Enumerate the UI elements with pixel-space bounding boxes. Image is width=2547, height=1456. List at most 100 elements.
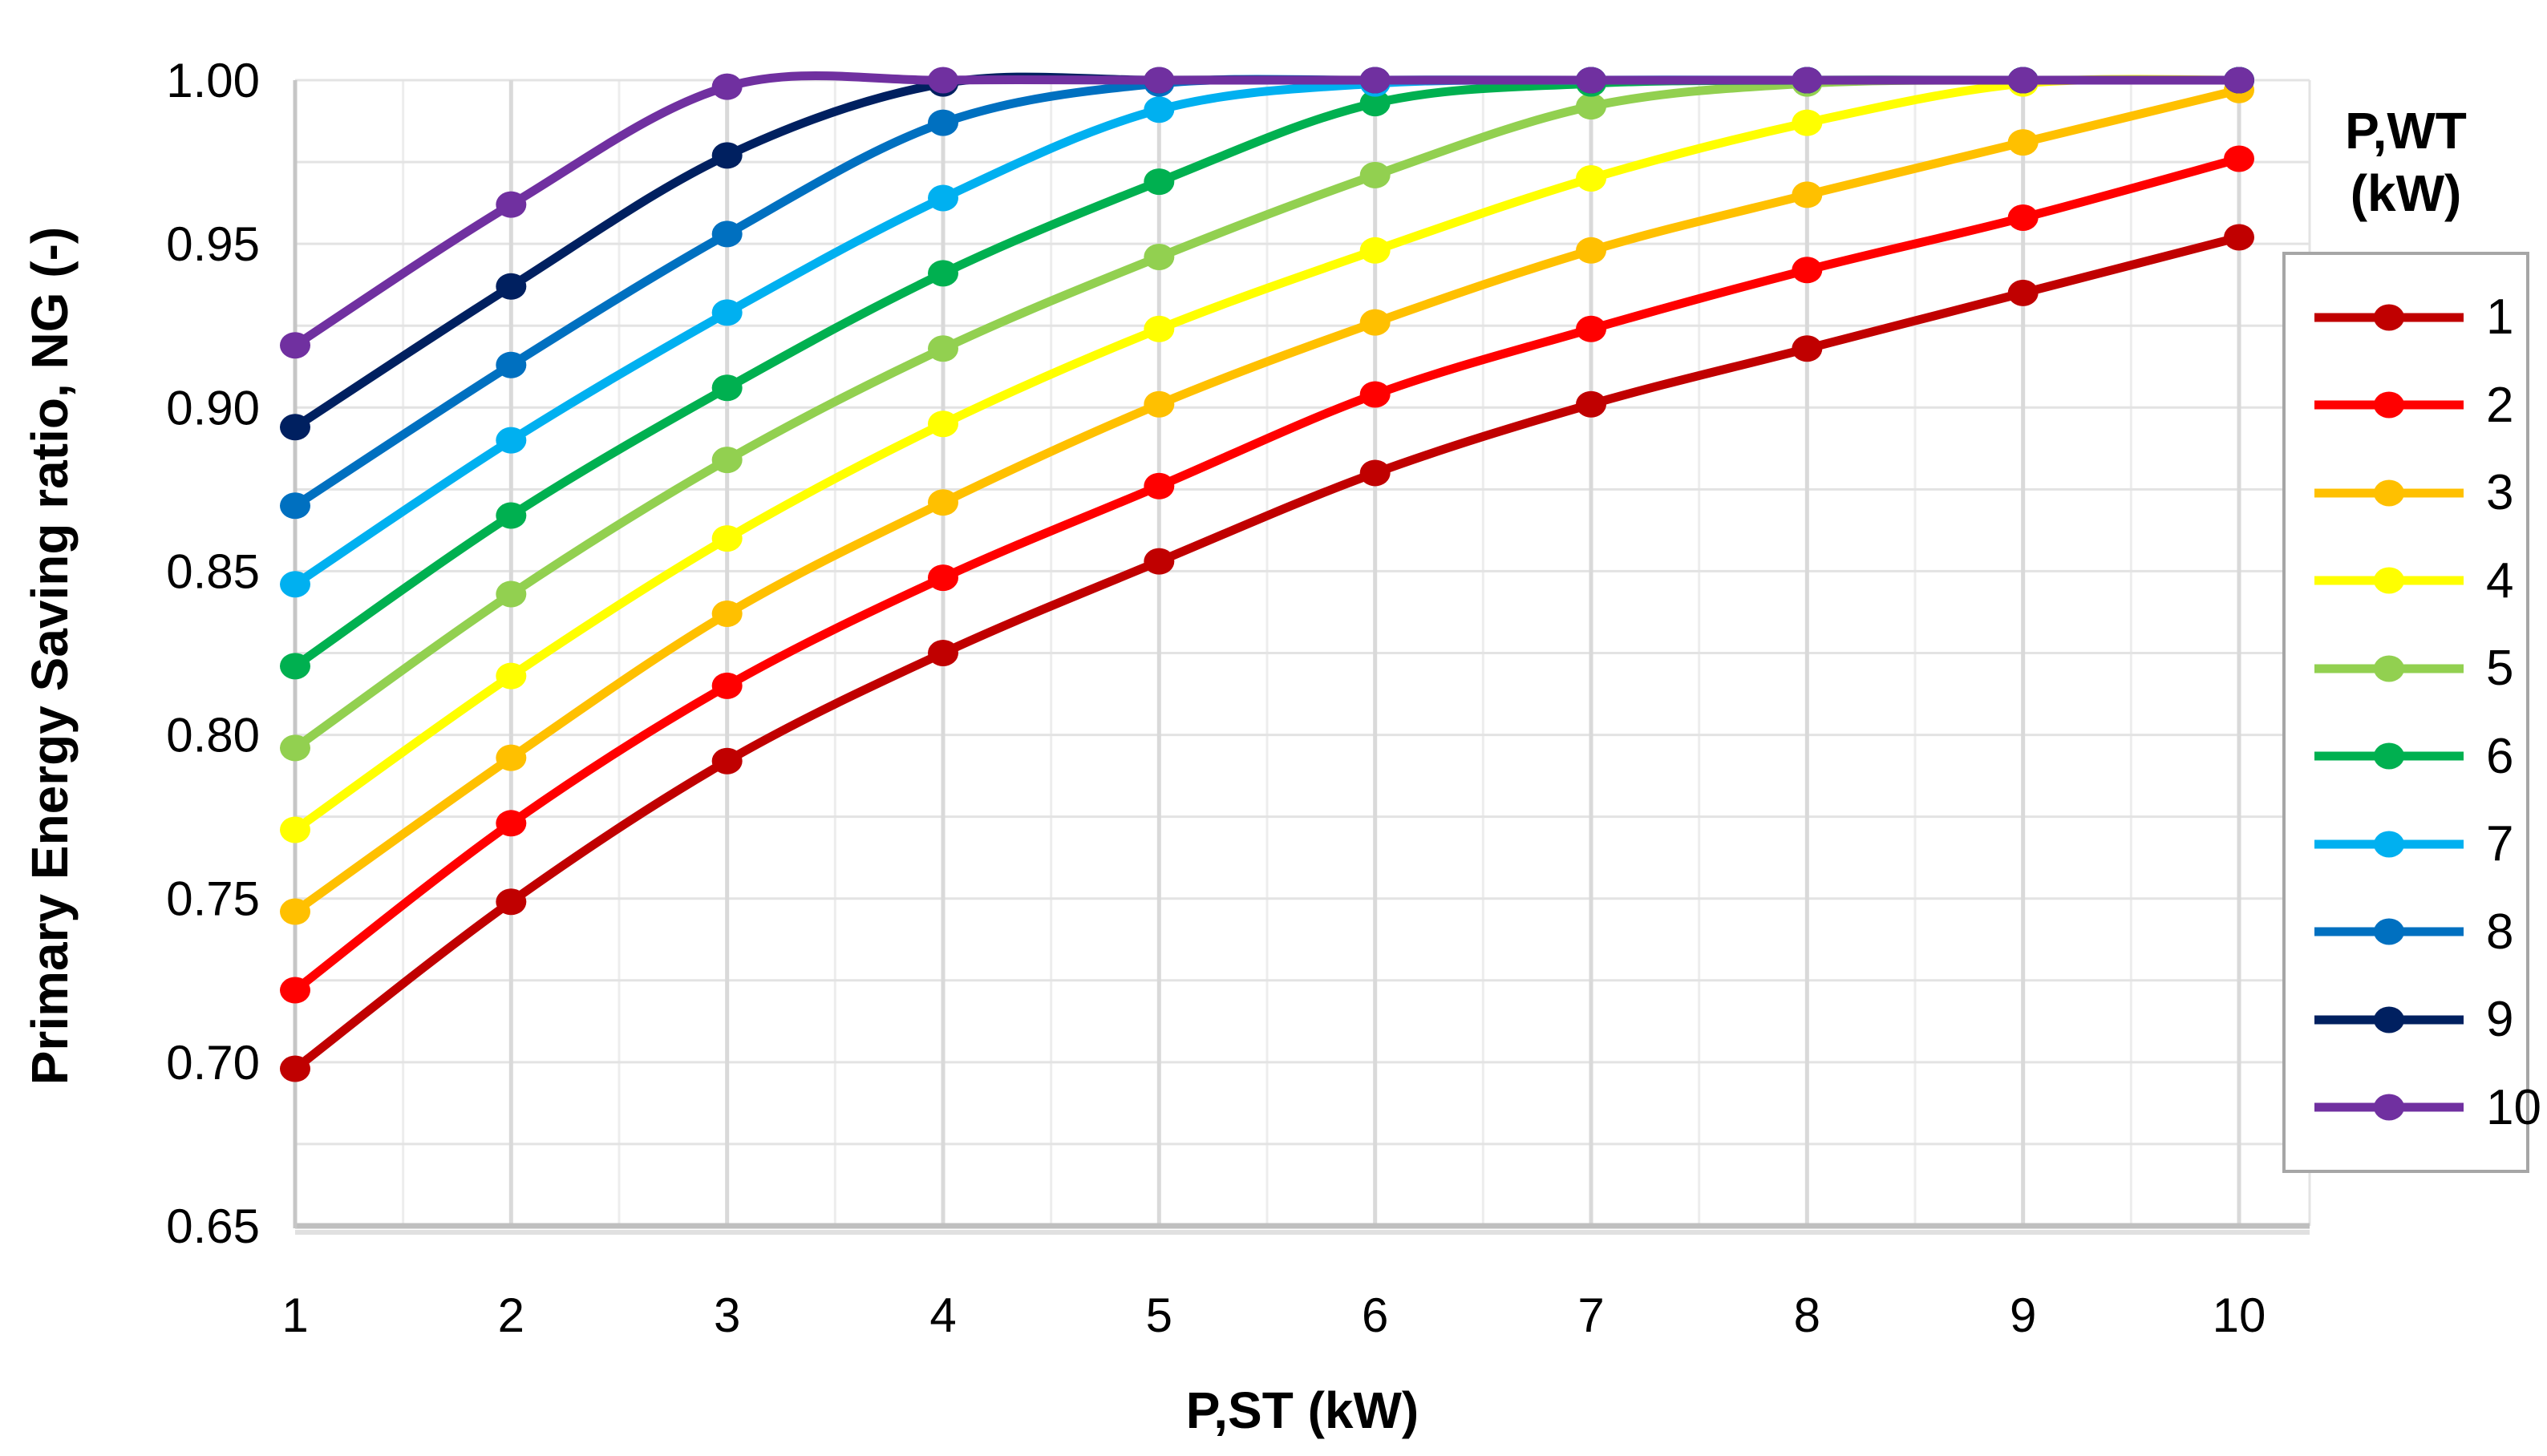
data-point-series-10 xyxy=(1144,67,1175,94)
data-point-series-4 xyxy=(496,662,527,690)
x-tick-label: 7 xyxy=(1577,1288,1604,1342)
x-tick-label: 9 xyxy=(2010,1288,2036,1342)
series-line-1 xyxy=(290,233,2244,1074)
legend-point-sample xyxy=(2374,655,2404,682)
y-tick-label: 0.95 xyxy=(166,217,260,271)
data-point-series-2 xyxy=(280,977,310,1004)
legend-point-sample xyxy=(2374,1094,2404,1121)
legend-marker-icon xyxy=(2314,655,2464,682)
data-point-series-6 xyxy=(711,374,743,402)
legend-item-9: 9 xyxy=(2286,991,2526,1048)
data-point-series-8 xyxy=(496,351,527,378)
y-tick-label: 0.85 xyxy=(166,544,260,598)
data-point-series-6 xyxy=(1359,90,1391,117)
data-point-series-5 xyxy=(496,580,527,608)
data-point-series-4 xyxy=(1359,237,1391,264)
data-point-series-9 xyxy=(711,142,743,169)
x-tick-label: 6 xyxy=(1362,1288,1388,1342)
legend-marker-icon xyxy=(2314,567,2464,594)
legend-marker-icon xyxy=(2314,918,2464,945)
data-point-series-7 xyxy=(280,571,310,598)
legend-item-label: 3 xyxy=(2486,465,2514,521)
data-point-series-5 xyxy=(280,734,310,762)
legend-point-sample xyxy=(2374,479,2404,507)
data-point-series-10 xyxy=(2007,67,2039,94)
series-line-3 xyxy=(290,85,2244,916)
data-point-series-7 xyxy=(496,427,527,454)
y-tick-label: 0.65 xyxy=(166,1199,260,1253)
y-tick-label: 0.80 xyxy=(166,709,260,762)
data-point-series-6 xyxy=(280,653,310,680)
legend-point-sample xyxy=(2374,1006,2404,1033)
series-line-2 xyxy=(290,154,2244,995)
data-point-series-3 xyxy=(496,744,527,771)
x-tick-label: 5 xyxy=(1146,1288,1172,1342)
data-point-series-1 xyxy=(2007,279,2039,306)
legend-point-sample xyxy=(2374,831,2404,858)
data-point-series-6 xyxy=(928,260,958,287)
legend-marker-icon xyxy=(2314,391,2464,419)
legend-point-sample xyxy=(2374,918,2404,945)
data-point-series-1 xyxy=(1359,459,1391,487)
data-point-series-7 xyxy=(1144,96,1175,123)
legend-marker-icon xyxy=(2314,304,2464,331)
y-axis-title: Primary Energy Saving ratio, NG (-) xyxy=(21,226,79,1086)
x-tick-label: 4 xyxy=(929,1288,956,1342)
y-tick-label: 0.70 xyxy=(166,1036,260,1090)
legend-item-label: 9 xyxy=(2486,992,2514,1048)
data-point-series-8 xyxy=(280,492,310,520)
legend-title-line1: P,WT xyxy=(2345,102,2467,160)
data-point-series-2 xyxy=(1359,381,1391,408)
legend-item-8: 8 xyxy=(2286,904,2526,961)
data-point-series-1 xyxy=(1144,548,1175,575)
x-tick-label: 8 xyxy=(1794,1288,1820,1342)
data-point-series-2 xyxy=(928,564,958,592)
data-point-series-5 xyxy=(1359,161,1391,188)
data-point-series-5 xyxy=(1144,243,1175,270)
legend-item-label: 7 xyxy=(2486,816,2514,872)
data-point-series-2 xyxy=(1576,315,1606,342)
legend-point-sample xyxy=(2374,567,2404,594)
legend-item-1: 1 xyxy=(2286,289,2526,346)
data-point-series-2 xyxy=(2224,145,2254,172)
x-tick-label: 2 xyxy=(498,1288,524,1342)
data-point-series-3 xyxy=(1576,237,1606,264)
data-point-series-2 xyxy=(496,810,527,837)
data-point-series-2 xyxy=(1792,257,1823,284)
data-point-series-5 xyxy=(711,447,743,474)
legend-marker-icon xyxy=(2314,742,2464,770)
data-point-series-1 xyxy=(280,1055,310,1082)
data-point-series-2 xyxy=(2007,204,2039,231)
data-point-series-3 xyxy=(928,489,958,516)
data-point-series-4 xyxy=(280,816,310,843)
x-tick-label: 10 xyxy=(2213,1288,2266,1342)
y-tick-label: 0.90 xyxy=(166,381,260,435)
data-point-series-1 xyxy=(928,640,958,666)
legend-point-sample xyxy=(2374,304,2404,331)
data-point-series-3 xyxy=(280,898,310,925)
series-line-10 xyxy=(290,71,2244,350)
legend-item-2: 2 xyxy=(2286,377,2526,434)
data-point-series-5 xyxy=(1576,93,1606,120)
data-point-series-10 xyxy=(928,67,958,94)
data-point-series-8 xyxy=(711,220,743,248)
data-point-series-3 xyxy=(1144,390,1175,418)
legend-item-7: 7 xyxy=(2286,815,2526,872)
legend-marker-icon xyxy=(2314,1006,2464,1033)
data-point-series-4 xyxy=(1792,109,1823,136)
data-point-series-1 xyxy=(1576,390,1606,418)
legend-item-5: 5 xyxy=(2286,640,2526,697)
legend-item-label: 6 xyxy=(2486,728,2514,784)
data-point-series-10 xyxy=(1792,67,1823,94)
legend-item-6: 6 xyxy=(2286,728,2526,785)
x-tick-label: 3 xyxy=(714,1288,740,1342)
x-axis-title: P,ST (kW) xyxy=(1185,1381,1419,1439)
data-point-series-2 xyxy=(1144,472,1175,499)
legend-point-sample xyxy=(2374,391,2404,419)
data-point-series-3 xyxy=(1792,181,1823,208)
legend-item-4: 4 xyxy=(2286,552,2526,609)
legend-item-label: 8 xyxy=(2486,904,2514,960)
data-point-series-7 xyxy=(711,299,743,326)
data-point-series-4 xyxy=(928,411,958,438)
